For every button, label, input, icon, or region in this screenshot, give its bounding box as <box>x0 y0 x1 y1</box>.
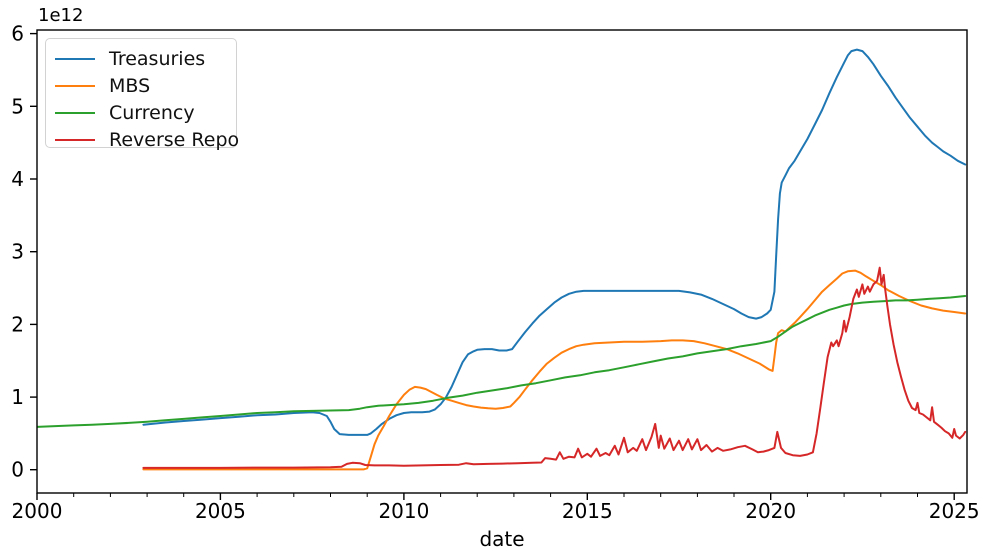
y-tick-label: 0 <box>11 458 24 482</box>
legend: Treasuries MBS Currency Reverse Repo <box>45 38 239 151</box>
y-tick-label: 5 <box>11 94 24 118</box>
x-tick-label: 2010 <box>378 499 429 523</box>
legend-label-mbs: MBS <box>109 74 151 97</box>
x-tick-label: 2000 <box>12 499 63 523</box>
legend-item-reverse-repo: Reverse Repo <box>46 126 240 153</box>
x-tick-label: 2015 <box>562 499 613 523</box>
x-axis-label: date <box>479 527 524 551</box>
series-line-treasuries <box>142 48 967 436</box>
series-line-currency <box>37 295 967 428</box>
x-tick-label: 2005 <box>195 499 246 523</box>
mbs-line-swatch <box>55 84 95 87</box>
y-tick-label: 2 <box>11 312 24 336</box>
x-tick-label: 2020 <box>745 499 796 523</box>
legend-item-treasuries: Treasuries <box>46 45 236 72</box>
y-tick-label: 6 <box>11 22 24 46</box>
legend-label-reverse-repo: Reverse Repo <box>109 128 240 151</box>
treasuries-line-swatch <box>55 57 95 60</box>
reverse-repo-line-swatch <box>55 138 95 141</box>
series-line-mbs <box>142 269 967 471</box>
series-lines <box>37 48 967 471</box>
axis-ticks: 2000 2005 2010 2015 2020 2025 0 1 2 3 4 5 6 <box>11 22 979 523</box>
y-tick-label: 3 <box>11 240 24 264</box>
axes-spines <box>36 29 968 494</box>
y-tick-label: 4 <box>11 167 24 191</box>
series-line-reverse-repo <box>142 266 967 469</box>
x-tick-label: 2025 <box>929 499 980 523</box>
legend-item-currency: Currency <box>46 99 236 126</box>
legend-label-treasuries: Treasuries <box>109 47 206 70</box>
y-axis-offset-label: 1e12 <box>38 5 83 26</box>
y-tick-label: 1 <box>11 385 24 409</box>
legend-item-mbs: MBS <box>46 72 236 99</box>
legend-label-currency: Currency <box>109 101 195 124</box>
currency-line-swatch <box>55 111 95 114</box>
